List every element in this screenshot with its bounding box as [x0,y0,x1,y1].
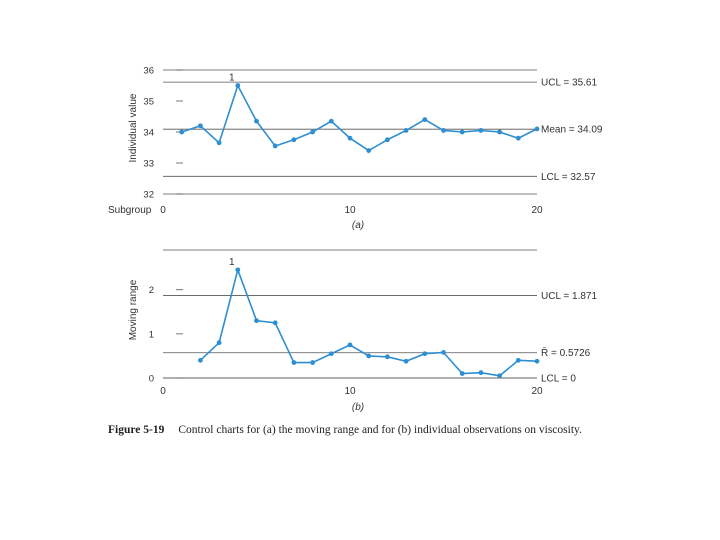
individuals-chart-panel: UCL = 35.61 Mean = 34.09 LCL = 32.57 32 33 34… [108,66,603,232]
y-tick-label: 2 [149,285,154,296]
data-point [310,129,315,135]
figure-caption: Figure 5-19 Control charts for (a) the mo… [108,424,582,436]
data-point [198,357,203,363]
data-point [478,370,484,376]
y-tick-label: 32 [143,190,154,201]
data-point [272,320,278,326]
panel-label: (b) [352,402,364,413]
annotation-label: 1 [229,257,235,268]
data-point [272,143,278,149]
data-point [235,83,241,88]
x-tick-label: 20 [531,386,543,397]
y-tick-label: 33 [143,159,154,170]
data-point [534,358,540,364]
data-point [534,126,540,132]
figure-caption-text: Control charts for (a) the moving range … [178,424,582,436]
data-point [441,128,446,133]
x-tick-label: 10 [344,386,356,397]
data-point [328,118,334,124]
y-axis-label: Individual value [128,93,139,162]
y-tick-label: 36 [143,66,154,77]
figure-number: Figure 5-19 [108,424,165,436]
data-point [403,358,409,364]
x-tick-label: 10 [344,205,356,216]
y-axis-label: Moving range [128,279,139,340]
data-point [179,129,185,135]
data-point [497,373,502,379]
data-point [291,360,297,365]
series-line [181,83,538,152]
data-point [291,137,297,143]
series-line [199,267,538,377]
control-line-label-mean: Mean = 34.09 [541,125,603,136]
x-tick-label: 0 [160,205,166,216]
x-tick-label: 0 [160,386,166,397]
data-point [497,129,502,135]
y-tick-label: 34 [143,128,154,139]
data-point [198,123,203,129]
data-point [515,135,521,141]
data-point [422,117,428,122]
data-point [478,128,484,133]
data-point [235,267,241,273]
data-point [216,340,222,346]
data-point [385,354,390,360]
data-point [515,357,521,363]
control-line-label-ucl: UCL = 35.61 [541,78,597,89]
data-point [328,351,334,357]
control-line-label-ucl: UCL = 1.871 [541,291,597,302]
data-point [459,371,465,376]
data-point [347,135,353,141]
y-tick-label: 35 [143,97,154,108]
control-line-label-lcl: LCL = 0 [541,374,576,385]
x-tick-label: 20 [531,205,543,216]
control-line-label-lcl: LCL = 32.57 [541,172,596,183]
data-point [366,148,372,154]
y-tick-label: 1 [149,329,154,340]
data-point [347,342,353,348]
panel-label: (a) [352,220,364,231]
x-axis-prefix-label: Subgroup [108,205,152,216]
data-point [403,128,409,133]
data-point [422,351,428,357]
control-line-label-mean: R̄ = 0.5726 [541,347,591,360]
data-point [441,350,446,355]
data-point [366,353,372,359]
annotation-label: 1 [229,73,235,84]
data-point [254,118,259,124]
data-point [385,137,390,143]
data-point [254,318,259,324]
y-tick-label: 0 [149,374,154,385]
data-point [459,129,465,135]
data-point [216,140,222,146]
data-point [310,360,315,365]
